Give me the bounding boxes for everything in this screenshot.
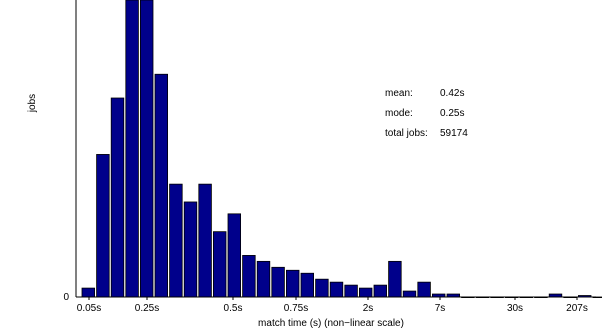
- x-tick-label-3: 0.75s: [284, 303, 308, 314]
- histogram-bar-21: [388, 260, 402, 298]
- x-tick-label-0: 0.05s: [77, 303, 101, 314]
- x-tick-label-1: 0.25s: [135, 303, 159, 314]
- histogram-bar-3: [125, 0, 139, 298]
- x-tick-label-4: 2s: [363, 303, 374, 314]
- histogram-bar-0: [81, 287, 96, 298]
- histogram-bar-5: [154, 73, 169, 298]
- histogram-bar-6: [169, 183, 183, 298]
- histogram-bar-8: [198, 183, 212, 298]
- bars-group: [81, 0, 602, 299]
- histogram-bar-15: [300, 272, 315, 298]
- x-ticks-group: 0.05s 0.25s 0.5s 0.75s 2s 7s 30s 207s: [77, 297, 588, 314]
- histogram-bar-22: [402, 290, 417, 298]
- histogram-bar-14: [285, 269, 300, 298]
- histogram-bar-9: [212, 231, 227, 298]
- histogram-bar-20: [373, 284, 388, 298]
- histogram-bar-11: [242, 255, 256, 298]
- total-jobs-label: total jobs:: [385, 128, 428, 139]
- total-jobs-value: 59174: [440, 128, 468, 139]
- histogram-bar-7: [183, 201, 198, 298]
- histogram-bar-19: [358, 287, 373, 298]
- histogram-bar-10: [227, 213, 242, 298]
- histogram-bar-17: [329, 281, 344, 298]
- x-tick-label-7: 207s: [566, 303, 588, 314]
- mean-value: 0.42s: [440, 88, 464, 99]
- histogram-bar-16: [315, 278, 329, 298]
- mode-value: 0.25s: [440, 108, 464, 119]
- y-tick-label-0: 0: [63, 292, 69, 303]
- x-axis-label: match time (s) (non−linear scale): [258, 318, 404, 329]
- y-axis-label: jobs: [27, 94, 38, 113]
- x-tick-label-6: 30s: [507, 303, 523, 314]
- histogram-bar-1: [96, 154, 110, 298]
- x-tick-label-2: 0.5s: [224, 303, 243, 314]
- histogram-bar-2: [110, 97, 125, 298]
- mean-label: mean:: [385, 88, 413, 99]
- histogram-bar-18: [344, 284, 358, 298]
- stats-box: mean: 0.42s mode: 0.25s total jobs: 5917…: [385, 88, 468, 139]
- histogram-bar-23: [417, 281, 431, 298]
- mode-label: mode:: [385, 108, 413, 119]
- histogram-bar-13: [271, 266, 285, 298]
- histogram-bar-12: [256, 260, 271, 298]
- x-tick-label-5: 7s: [435, 303, 446, 314]
- histogram-bar-4: [139, 0, 154, 298]
